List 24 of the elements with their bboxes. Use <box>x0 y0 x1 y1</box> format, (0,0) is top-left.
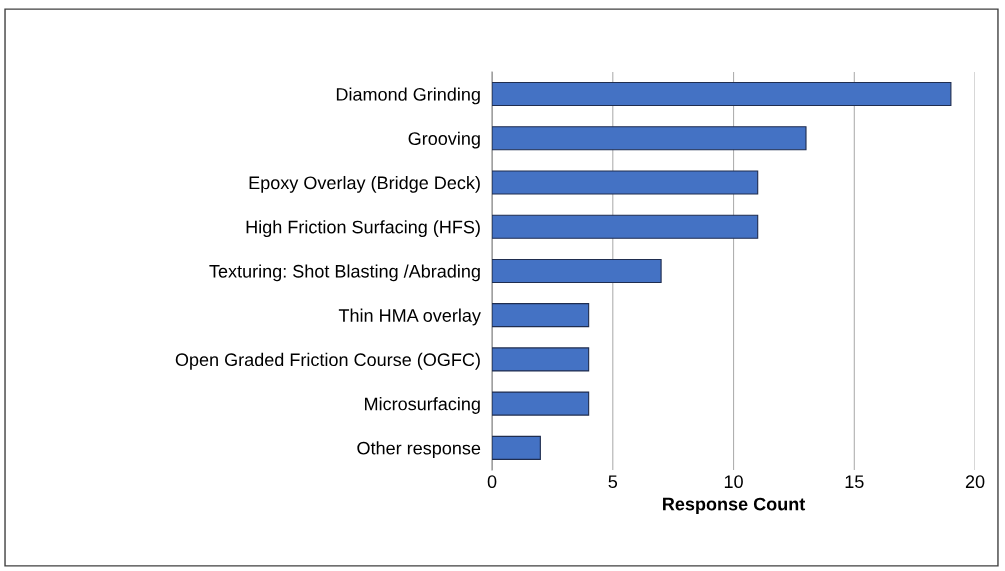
x-tick-label: 10 <box>724 475 743 489</box>
y-tick-label: Diamond Grinding <box>336 87 480 105</box>
bar <box>492 435 541 460</box>
bar <box>492 82 952 107</box>
bar <box>492 170 759 195</box>
x-tick-label: 5 <box>608 475 618 489</box>
y-tick-label: Epoxy Overlay (Bridge Deck) <box>249 175 480 193</box>
x-axis-title: Response Count <box>663 497 806 515</box>
y-tick-label: Other response <box>357 441 481 459</box>
y-tick-label: Microsurfacing <box>365 397 480 414</box>
x-tick-label: 0 <box>487 475 497 489</box>
y-tick-label: Open Graded Friction Course (OGFC) <box>175 352 480 370</box>
y-tick-label: High Friction Surfacing (HFS) <box>246 220 480 238</box>
x-tick-label: 15 <box>845 475 864 489</box>
bar <box>492 303 590 328</box>
bar <box>492 258 662 283</box>
bar <box>492 391 590 416</box>
y-tick-label: Texturing: Shot Blasting /Abrading <box>209 264 480 282</box>
y-tick-label: Thin HMA overlay <box>338 308 481 326</box>
x-tick-label: 20 <box>965 475 985 489</box>
bar <box>492 126 807 151</box>
bar <box>492 347 590 372</box>
y-tick-label: Grooving <box>408 131 480 149</box>
bar <box>492 214 759 239</box>
